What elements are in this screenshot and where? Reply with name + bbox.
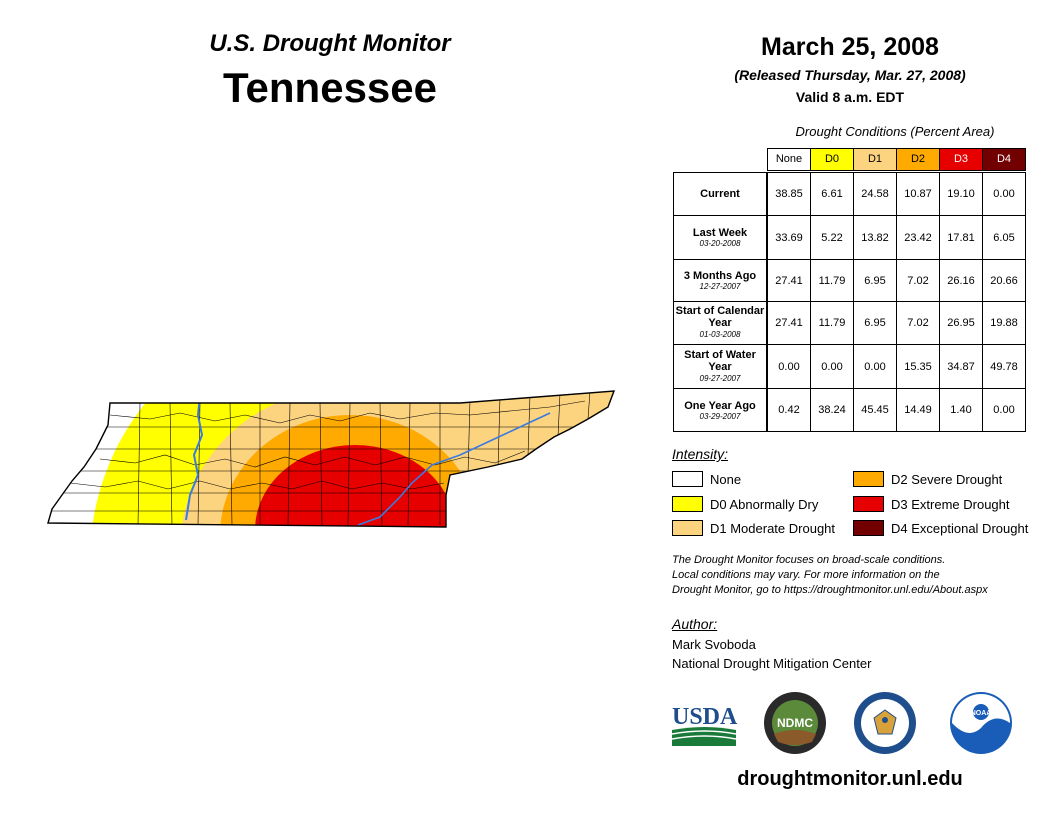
cell: 5.22 <box>810 215 854 260</box>
legend-swatch-d1 <box>672 520 703 536</box>
commerce-seal <box>854 692 916 754</box>
cell: 24.58 <box>853 172 897 216</box>
author-name: Mark Svoboda <box>672 637 756 652</box>
svg-text:NDMC: NDMC <box>777 716 813 730</box>
cell: 19.10 <box>939 172 983 216</box>
legend-label-d3: D3 Extreme Drought <box>891 497 1010 512</box>
cell: 45.45 <box>853 388 897 432</box>
note-line: Drought Monitor, go to https://droughtmo… <box>672 584 988 596</box>
col-header-none: None <box>767 148 811 171</box>
cell: 1.40 <box>939 388 983 432</box>
cell: 23.42 <box>896 215 940 260</box>
cell: 0.00 <box>810 344 854 389</box>
note-line: The Drought Monitor focuses on broad-sca… <box>672 554 946 566</box>
legend-swatch-d2 <box>853 471 884 487</box>
legend-label-d1: D1 Moderate Drought <box>710 521 836 536</box>
cell: 6.95 <box>853 301 897 345</box>
row-label-water-year: Start of Water Year 09-27-2007 <box>673 344 767 389</box>
valid-time: Valid 8 a.m. EDT <box>795 89 905 105</box>
legend-label-none: None <box>710 472 742 487</box>
author-heading: Author: <box>672 616 718 632</box>
col-header-d0: D0 <box>810 148 854 171</box>
cell: 0.00 <box>767 344 811 389</box>
cell: 34.87 <box>939 344 983 389</box>
cell: 26.95 <box>939 301 983 345</box>
cell: 14.49 <box>896 388 940 432</box>
ndmc-logo: NDMC <box>764 692 826 754</box>
noaa-logo: NOAA <box>950 692 1012 754</box>
cell: 11.79 <box>810 259 854 302</box>
legend-title: Intensity: <box>672 446 729 462</box>
cell: 27.41 <box>767 301 811 345</box>
map-title: U.S. Drought Monitor <box>209 30 451 57</box>
legend-label-d2: D2 Severe Drought <box>891 472 1003 487</box>
row-label-3-months-ago: 3 Months Ago 12-27-2007 <box>673 259 767 302</box>
svg-text:USDA: USDA <box>672 704 738 730</box>
cell: 19.88 <box>982 301 1026 345</box>
tennessee-river-west <box>185 394 204 521</box>
state-name: Tennessee <box>223 64 437 111</box>
col-header-d1: D1 <box>853 148 897 171</box>
cell: 7.02 <box>896 259 940 302</box>
legend-swatch-d3 <box>853 496 884 512</box>
cell: 26.16 <box>939 259 983 302</box>
cell: 20.66 <box>982 259 1026 302</box>
row-label-last-week: Last Week 03-20-2008 <box>673 215 767 260</box>
row-label-current: Current <box>673 172 767 216</box>
author-organization: National Drought Mitigation Center <box>672 656 872 671</box>
legend-swatch-d0 <box>672 496 703 512</box>
disclaimer-note: The Drought Monitor focuses on broad-sca… <box>672 553 1032 598</box>
cell: 38.85 <box>767 172 811 216</box>
cell: 6.05 <box>982 215 1026 260</box>
cell: 17.81 <box>939 215 983 260</box>
col-header-d4: D4 <box>982 148 1026 171</box>
cell: 0.00 <box>853 344 897 389</box>
cell: 33.69 <box>767 215 811 260</box>
legend-swatch-d4 <box>853 520 884 536</box>
col-header-d2: D2 <box>896 148 940 171</box>
note-line: Local conditions may vary. For more info… <box>672 569 940 581</box>
table-caption: Drought Conditions (Percent Area) <box>795 124 995 139</box>
row-label-one-year-ago: One Year Ago 03-29-2007 <box>673 388 767 432</box>
row-label-calendar-year: Start of Calendar Year 01-03-2008 <box>673 301 767 345</box>
cell: 0.42 <box>767 388 811 432</box>
usda-logo: USDA <box>671 704 738 746</box>
cell: 38.24 <box>810 388 854 432</box>
cell: 10.87 <box>896 172 940 216</box>
tennessee-drought-map <box>47 390 616 528</box>
cell: 6.61 <box>810 172 854 216</box>
cell: 0.00 <box>982 172 1026 216</box>
cell: 11.79 <box>810 301 854 345</box>
map-date: March 25, 2008 <box>761 33 939 61</box>
svg-text:NOAA: NOAA <box>971 710 992 717</box>
cell: 0.00 <box>982 388 1026 432</box>
cell: 15.35 <box>896 344 940 389</box>
state-outline <box>47 390 616 528</box>
county-lines <box>48 391 614 526</box>
cell: 27.41 <box>767 259 811 302</box>
cell: 7.02 <box>896 301 940 345</box>
release-date: (Released Thursday, Mar. 27, 2008) <box>734 67 966 83</box>
legend-swatch-none <box>672 471 703 487</box>
website-link[interactable]: droughtmonitor.unl.edu <box>737 768 963 790</box>
cell: 13.82 <box>853 215 897 260</box>
cell: 49.78 <box>982 344 1026 389</box>
legend-label-d0: D0 Abnormally Dry <box>710 497 819 512</box>
tennessee-river-east <box>357 412 551 526</box>
col-header-d3: D3 <box>939 148 983 171</box>
legend-label-d4: D4 Exceptional Drought <box>891 521 1029 536</box>
cell: 6.95 <box>853 259 897 302</box>
